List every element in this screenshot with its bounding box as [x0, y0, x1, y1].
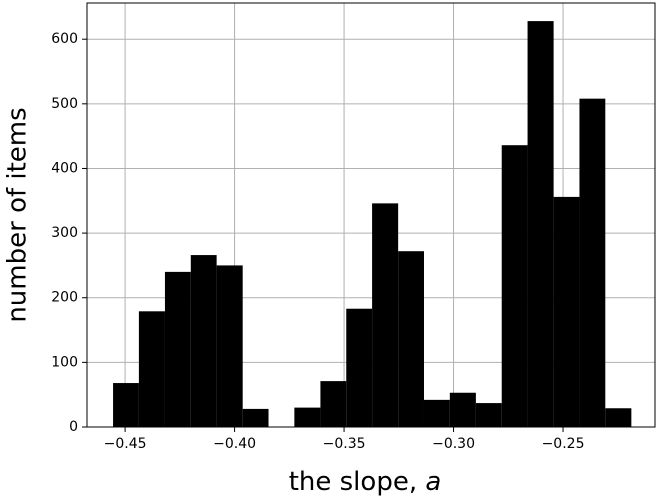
bar: [216, 265, 243, 427]
y-tick-label: 500: [51, 96, 78, 112]
y-tick-label: 0: [69, 419, 78, 435]
bar: [527, 21, 554, 427]
bar: [423, 399, 450, 427]
bar: [372, 203, 399, 427]
bar: [113, 383, 139, 427]
x-tick-label: −0.30: [432, 436, 475, 452]
x-tick-label: −0.35: [323, 436, 366, 452]
bar: [605, 408, 632, 427]
bar: [553, 196, 580, 427]
bar: [579, 98, 606, 427]
y-tick-label: 600: [51, 31, 78, 47]
plot-frame: [86, 2, 656, 428]
bar: [164, 271, 191, 427]
y-tick-label: 300: [51, 225, 78, 241]
y-tick-label: 200: [51, 290, 78, 306]
bar: [138, 311, 165, 427]
x-tick-label: −0.25: [542, 436, 585, 452]
bar: [320, 381, 347, 427]
x-label-symbol: a: [425, 467, 441, 497]
x-tick-label: −0.45: [104, 436, 147, 452]
y-tick-label: 400: [51, 160, 78, 176]
x-tick-label: −0.40: [213, 436, 256, 452]
bar: [294, 407, 321, 427]
x-axis-label: the slope, a: [289, 467, 442, 497]
bar: [242, 408, 269, 427]
y-axis-label: number of items: [3, 107, 33, 322]
x-label-text: the slope,: [289, 467, 426, 497]
bar: [346, 308, 373, 427]
bar: [190, 255, 217, 427]
bar: [475, 403, 502, 427]
bar: [501, 145, 528, 427]
bar: [398, 251, 424, 427]
bar: [449, 392, 476, 427]
y-tick-label: 100: [51, 354, 78, 370]
